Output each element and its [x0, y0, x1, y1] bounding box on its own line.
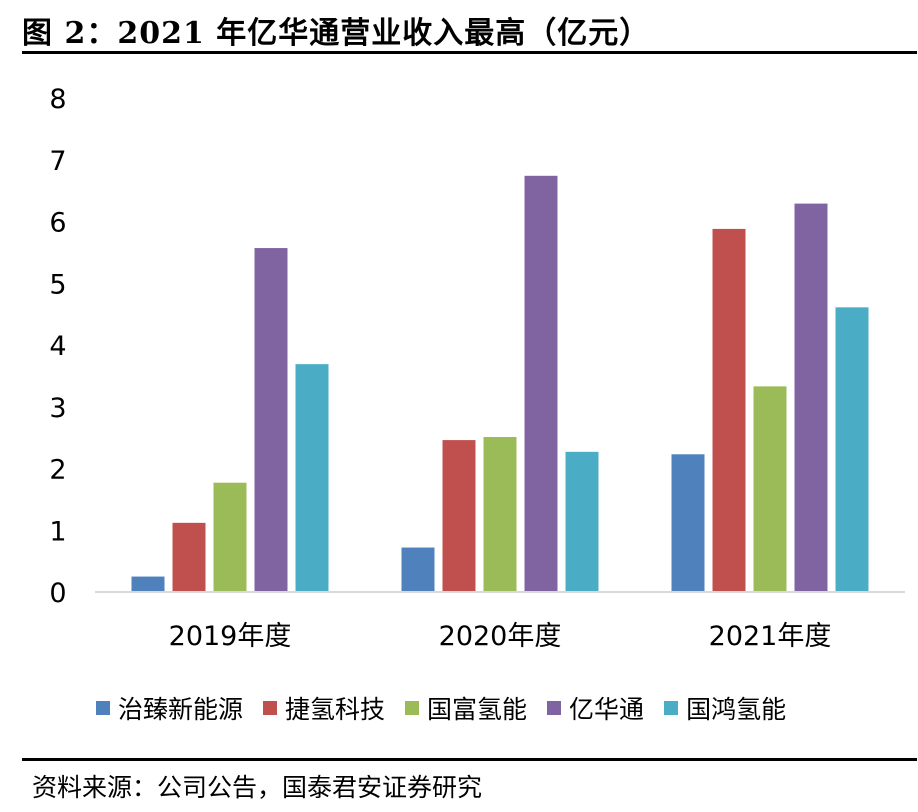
bar: [712, 228, 746, 592]
x-tick-label: 2020年度: [439, 621, 562, 652]
bar: [671, 454, 705, 592]
bars: [131, 175, 869, 593]
y-tick-label: 4: [49, 331, 66, 362]
y-tick-label: 0: [49, 578, 66, 609]
y-tick-label: 7: [49, 146, 66, 177]
y-tick-label: 8: [49, 84, 66, 115]
y-tick-label: 2: [49, 455, 66, 486]
bottom-rule: [22, 758, 917, 761]
legend-label: 亿华通: [569, 695, 645, 724]
y-axis: 0 1 2 3 4 5 6 7 8: [49, 84, 66, 609]
legend-swatch: [547, 701, 562, 715]
bar: [254, 248, 288, 593]
legend-item: 国富氢能: [405, 690, 527, 726]
bar: [172, 522, 206, 592]
bar: [401, 547, 435, 592]
legend: 治臻新能源 捷氢科技 国富氢能 亿华通 国鸿氢能: [96, 690, 806, 726]
x-tick-label: 2019年度: [169, 621, 292, 652]
legend-item: 捷氢科技: [263, 690, 385, 726]
y-tick-label: 3: [49, 393, 66, 424]
y-tick-label: 1: [49, 516, 66, 547]
bar-chart: 0 1 2 3 4 5 6 7 8 2019年度 2020年度 2021年度: [49, 84, 905, 652]
figure-title: 图 2：2021 年亿华通营业收入最高（亿元）: [22, 16, 651, 51]
source-note: 资料来源：公司公告，国泰君安证券研究: [32, 773, 483, 802]
bar: [483, 437, 517, 592]
legend-label: 国鸿氢能: [686, 695, 787, 724]
bar: [295, 364, 329, 592]
legend-swatch: [664, 701, 679, 715]
bar: [565, 451, 599, 592]
bar: [753, 386, 787, 592]
bar: [213, 482, 247, 592]
legend-label: 国富氢能: [427, 695, 528, 724]
legend-item: 治臻新能源: [96, 690, 243, 726]
legend-swatch: [405, 701, 420, 715]
top-rule: [22, 51, 917, 54]
bar: [794, 203, 828, 592]
bar: [442, 440, 476, 592]
bar: [835, 307, 869, 592]
x-axis: 2019年度 2020年度 2021年度: [95, 591, 905, 652]
legend-label: 治臻新能源: [118, 695, 244, 724]
bar: [524, 175, 558, 592]
legend-item: 亿华通: [547, 690, 644, 726]
y-tick-label: 5: [49, 269, 66, 300]
legend-swatch: [96, 701, 110, 715]
legend-swatch: [263, 701, 278, 715]
legend-item: 国鸿氢能: [664, 690, 786, 726]
bar: [131, 576, 165, 592]
y-tick-label: 6: [49, 208, 66, 239]
legend-label: 捷氢科技: [285, 695, 386, 724]
x-tick-label: 2021年度: [709, 621, 832, 652]
